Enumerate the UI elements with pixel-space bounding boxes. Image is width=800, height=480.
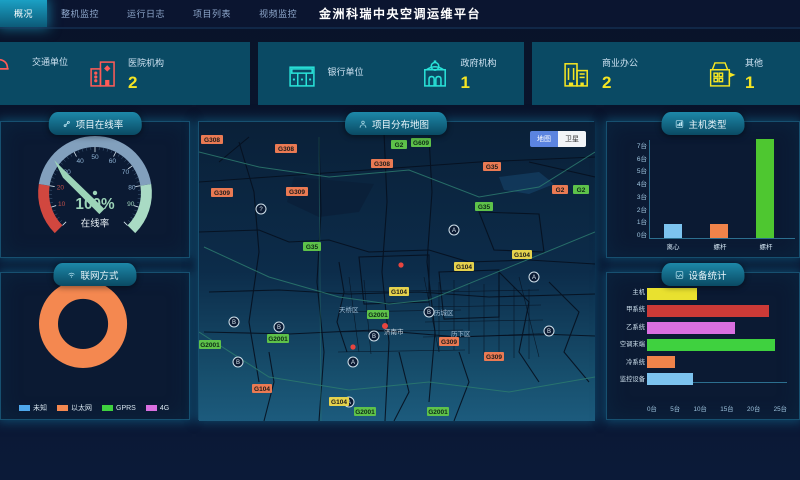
svg-text:历下区: 历下区 (451, 330, 471, 338)
svg-text:历城区: 历城区 (434, 309, 454, 317)
svg-text:G2001: G2001 (200, 342, 220, 349)
svg-text:70: 70 (122, 169, 130, 176)
svg-text:A: A (452, 228, 456, 234)
svg-text:B: B (277, 325, 281, 331)
svg-text:济南市: 济南市 (384, 327, 404, 336)
svg-text:G308: G308 (374, 161, 390, 168)
svg-text:A: A (532, 275, 536, 281)
svg-text:天桥区: 天桥区 (339, 305, 359, 314)
svg-text:80: 80 (128, 185, 136, 192)
svg-text:G35: G35 (478, 204, 491, 211)
svg-text:G309: G309 (214, 190, 230, 197)
svg-text:G2: G2 (395, 142, 404, 149)
svg-text:90: 90 (127, 201, 135, 208)
svg-text:G35: G35 (486, 164, 499, 171)
svg-text:G609: G609 (413, 140, 429, 147)
svg-text:40: 40 (77, 158, 85, 165)
svg-text:G2001: G2001 (268, 336, 288, 343)
svg-text:G2: G2 (577, 187, 586, 194)
svg-text:G309: G309 (486, 354, 502, 361)
svg-text:G308: G308 (204, 137, 220, 144)
svg-text:G104: G104 (331, 399, 347, 406)
svg-text:B: B (232, 320, 236, 326)
svg-text:G35: G35 (306, 244, 319, 251)
svg-text:A: A (351, 360, 355, 366)
svg-text:B: B (236, 360, 240, 366)
svg-text:G309: G309 (289, 189, 305, 196)
svg-text:G309: G309 (441, 339, 457, 346)
svg-text:B: B (372, 334, 376, 340)
svg-text:B: B (547, 329, 551, 335)
svg-text:20: 20 (57, 185, 65, 192)
svg-text:在线率: 在线率 (81, 217, 109, 229)
svg-text:G104: G104 (456, 264, 472, 271)
svg-text:G2001: G2001 (355, 409, 375, 416)
svg-text:50: 50 (91, 154, 99, 161)
svg-text:G2001: G2001 (428, 409, 448, 416)
svg-text:G104: G104 (391, 289, 407, 296)
svg-text:100%: 100% (75, 196, 115, 213)
svg-text:10: 10 (58, 201, 66, 208)
svg-text:G308: G308 (278, 146, 294, 153)
svg-text:G104: G104 (514, 252, 530, 259)
svg-text:G104: G104 (254, 386, 270, 393)
svg-text:B: B (427, 310, 431, 316)
svg-text:G2001: G2001 (368, 312, 388, 319)
svg-text:G2: G2 (556, 187, 565, 194)
svg-text:60: 60 (109, 158, 117, 165)
